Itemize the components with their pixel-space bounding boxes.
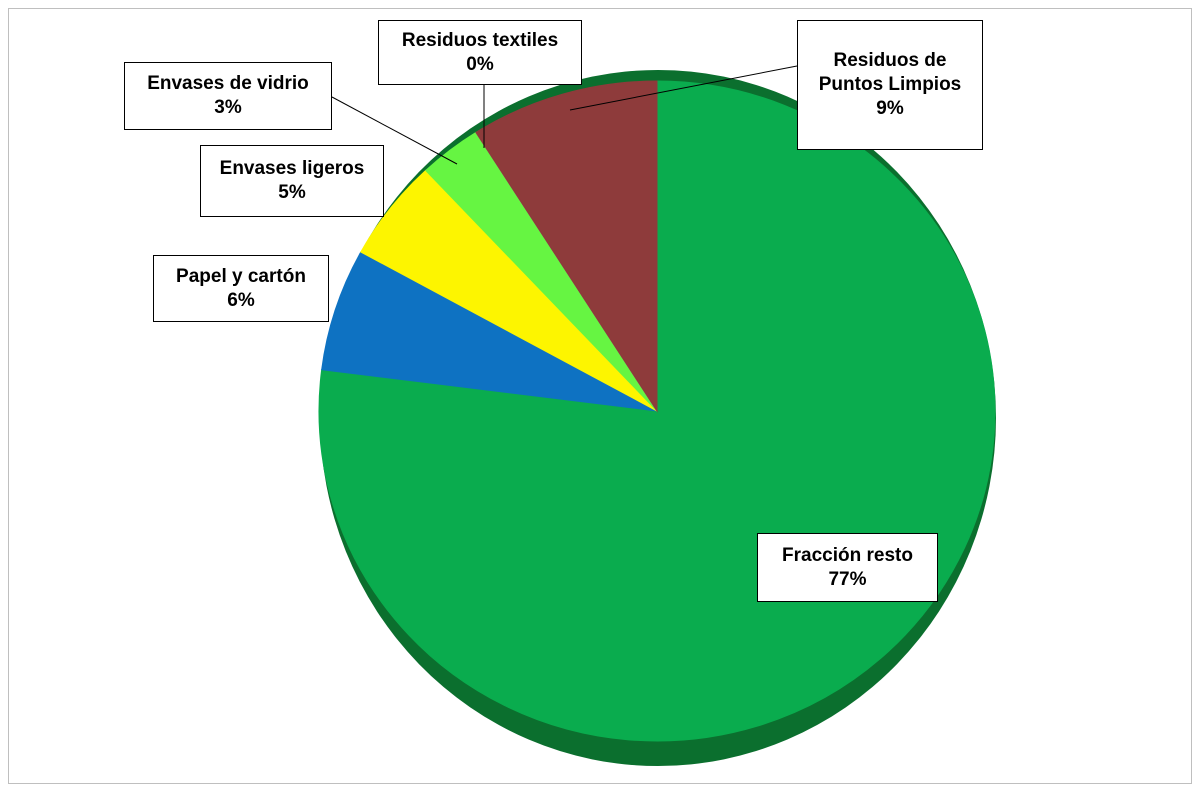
label-category: Fracción resto — [782, 544, 913, 566]
label-category: Envases ligeros — [219, 158, 365, 179]
data-label: Envases de vidrio 3% — [124, 62, 332, 130]
label-category: Papel y cartón — [176, 265, 306, 287]
label-value: 5% — [278, 182, 306, 203]
leader-line — [569, 65, 798, 111]
label-category: Residuos textiles — [401, 29, 559, 51]
pie-slice — [475, 80, 658, 413]
data-label: Papel y cartón 6% — [153, 255, 329, 322]
data-label: Residuos de Puntos Limpios 9% — [797, 20, 983, 150]
slices — [318, 80, 996, 742]
data-label: Fracción resto 77% — [757, 533, 938, 602]
data-label: Residuos textiles 0% — [378, 20, 582, 85]
label-value: 77% — [828, 568, 867, 590]
data-label: Envases ligeros 5% — [200, 145, 384, 217]
label-category: Envases de vidrio — [147, 73, 309, 94]
leader-line — [331, 96, 458, 165]
label-value: 9% — [876, 98, 904, 119]
label-category: Residuos de Puntos Limpios — [818, 50, 962, 95]
label-value: 3% — [214, 97, 242, 118]
pie-slice — [321, 251, 658, 412]
label-value: 6% — [227, 289, 255, 311]
label-value: 0% — [466, 53, 494, 75]
